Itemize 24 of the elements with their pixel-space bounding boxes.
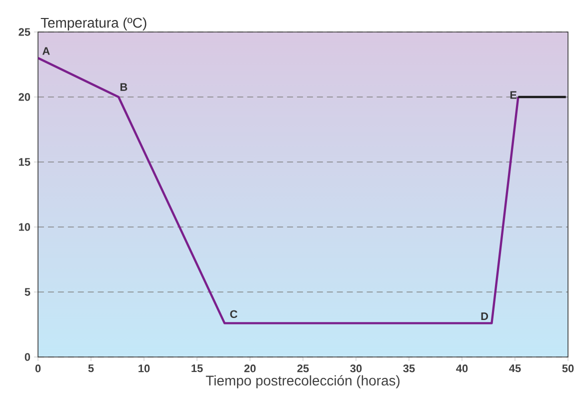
y-tick-label: 10 [18, 223, 30, 231]
x-tick-label: 40 [456, 364, 468, 372]
x-tick-label: 30 [350, 364, 362, 372]
y-tick-label: 25 [18, 28, 30, 36]
annotation: E [510, 91, 517, 99]
annotation: C [230, 310, 238, 318]
annotation: D [481, 312, 488, 320]
y-tick-label: 15 [18, 158, 30, 166]
x-tick-label: 50 [562, 364, 574, 372]
x-tick-label: 25 [297, 364, 309, 372]
annotation: A [42, 47, 50, 55]
x-tick-label: 35 [403, 364, 415, 372]
x-tick-label: 5 [88, 364, 94, 372]
y-tick-label: 0 [24, 353, 30, 361]
x-tick-label: 15 [192, 364, 203, 372]
y-tick-label: 5 [24, 288, 30, 296]
x-tick-label: 10 [138, 364, 150, 372]
x-axis-title: Tiempo postrecolección (horas) [206, 375, 400, 388]
x-tick-label: 0 [35, 364, 41, 372]
annotation: B [120, 83, 128, 91]
x-tick-label: 20 [244, 364, 256, 372]
x-tick-label: 45 [509, 364, 521, 372]
y-axis-title: Temperatura (ºC) [40, 17, 146, 30]
y-tick-label: 20 [18, 93, 30, 101]
